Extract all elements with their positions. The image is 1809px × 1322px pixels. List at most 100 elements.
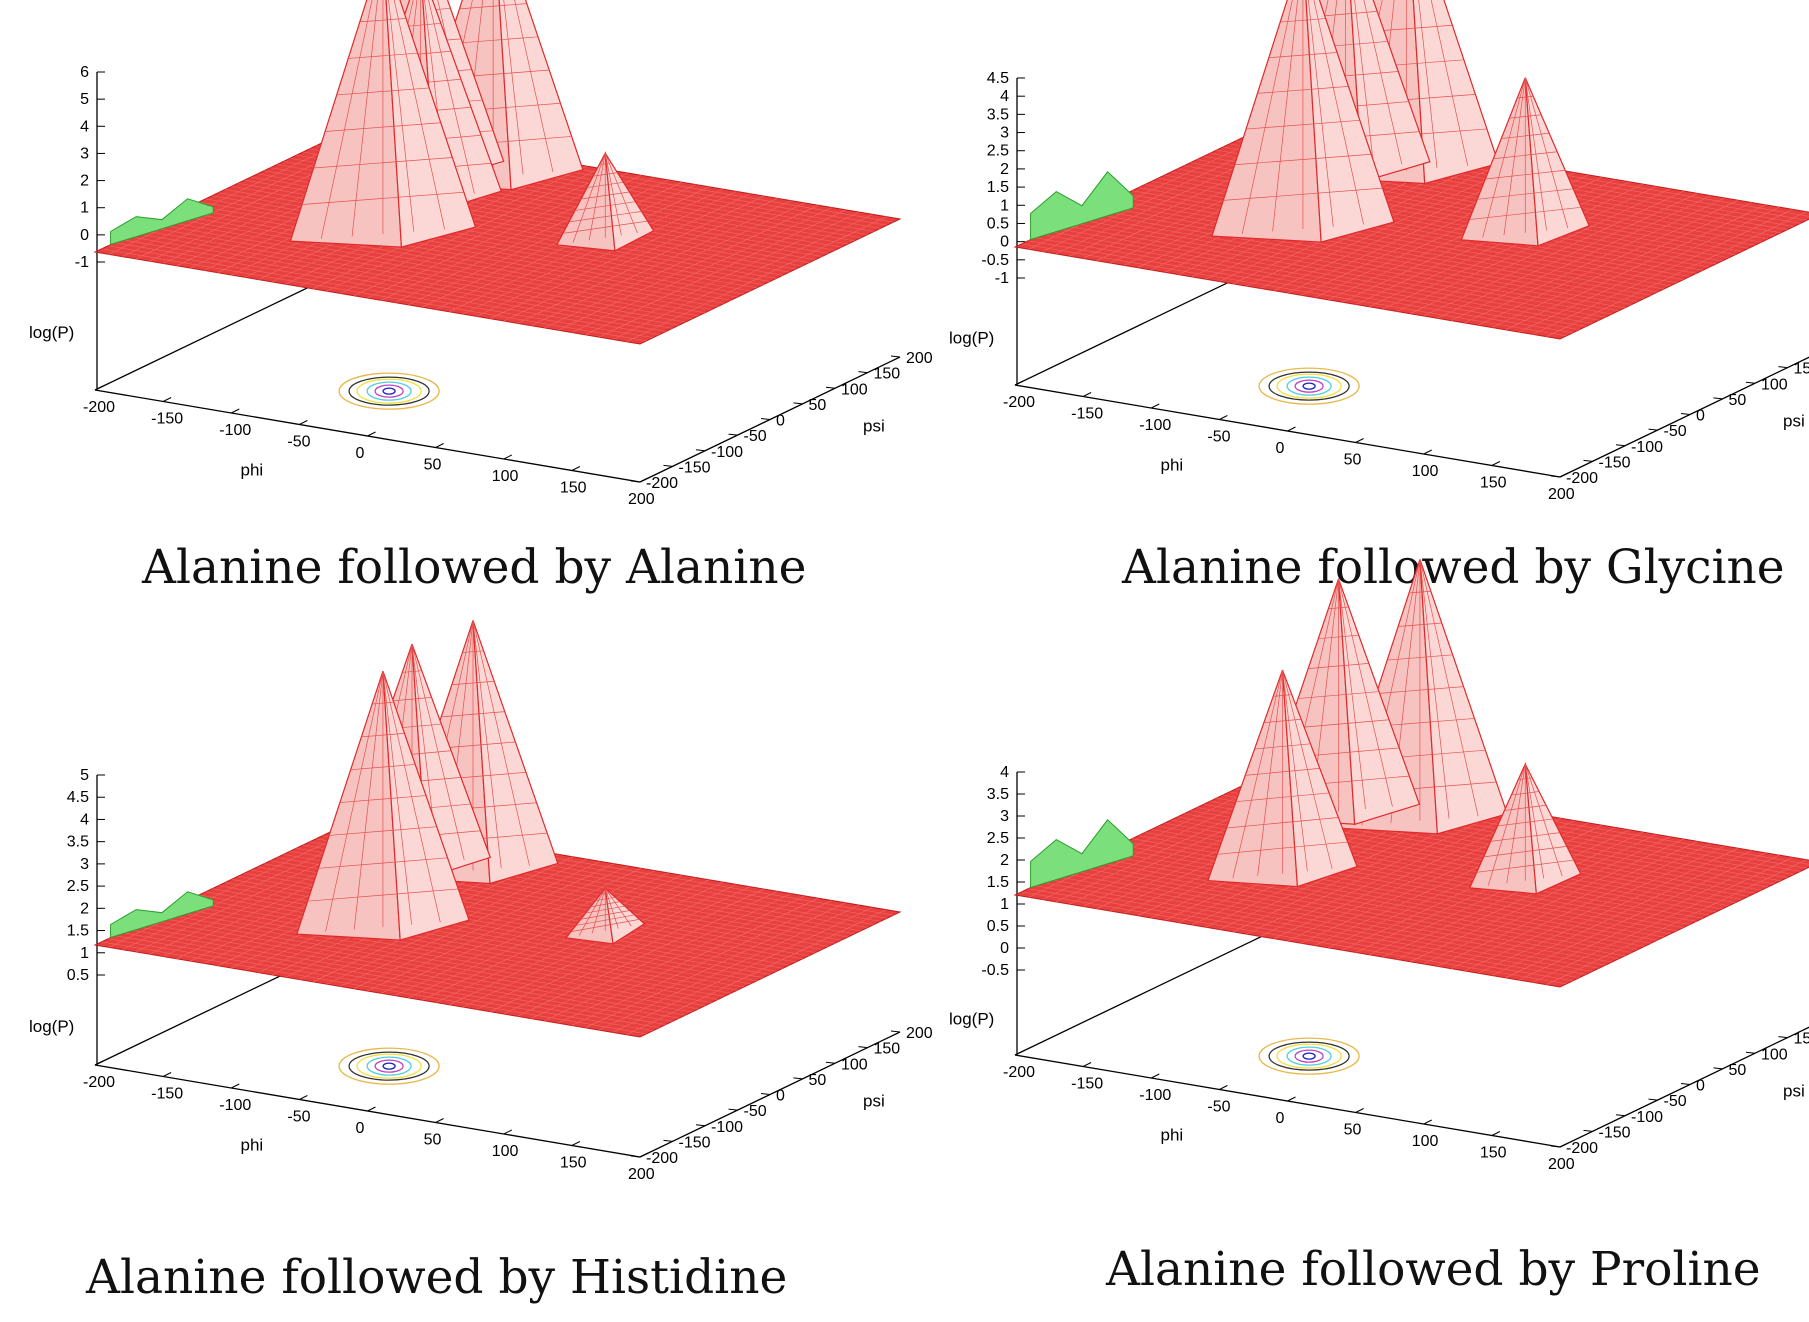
- peak-mesh-line: [1418, 0, 1438, 169]
- phi-tick-label: -100: [219, 422, 251, 439]
- peak-mesh-line: [1419, 559, 1479, 817]
- mesh-line: [449, 879, 710, 1006]
- phi-tick: [94, 1060, 104, 1066]
- phi-tick: [367, 431, 376, 437]
- psi-tick: [630, 1155, 641, 1158]
- contour-line: [382, 1062, 396, 1070]
- psi-tick: [695, 1124, 706, 1127]
- mesh-line: [1437, 193, 1698, 319]
- psi-tick: [1583, 1129, 1593, 1132]
- z-tick-label: 0.5: [67, 967, 89, 984]
- phi-tick-label: 50: [424, 1132, 442, 1149]
- psi-tick: [1745, 1051, 1756, 1054]
- edge-strip: [110, 198, 214, 246]
- contour-line: [1276, 373, 1342, 399]
- phi-tick: [1423, 449, 1432, 455]
- psi-tick: [1615, 1114, 1626, 1117]
- mesh-line: [1491, 202, 1753, 328]
- z-tick-label: 5: [80, 767, 89, 784]
- peak-mesh-line: [320, 0, 373, 239]
- phi-tick-label: -200: [1003, 1064, 1035, 1081]
- phi-tick: [367, 1106, 376, 1112]
- mesh-line: [585, 209, 846, 336]
- back-axis: [1014, 929, 1276, 1056]
- mesh-line: [517, 198, 778, 324]
- mesh-line: [476, 191, 737, 317]
- phi-tick-label: -50: [287, 434, 310, 451]
- z-tick-label: 3: [1000, 808, 1009, 825]
- psi-tick-label: 100: [841, 1056, 868, 1073]
- peak-mesh-line: [472, 620, 530, 866]
- contour-line: [348, 376, 430, 406]
- mesh-line: [1546, 211, 1807, 337]
- z-tick-label: 2: [80, 900, 89, 917]
- phi-tick-label: -50: [287, 1109, 310, 1126]
- phi-tick-label: 200: [1548, 486, 1575, 503]
- psi-tick-label: 100: [1761, 376, 1788, 393]
- peak-mesh-line: [1338, 578, 1366, 809]
- psi-tick-label: 200: [906, 350, 933, 367]
- psi-tick: [890, 355, 901, 358]
- chart-panel-3: -200 -150 -100 -50 0 50 100 150 200 -200 -150 -100-…: [0, 620, 933, 1322]
- peak-mesh-line: [1487, 763, 1526, 886]
- peak-mesh-line: [1354, 0, 1375, 167]
- peak-mesh-line: [503, 0, 524, 175]
- phi-tick: [94, 385, 104, 391]
- peak-mesh-line: [604, 153, 638, 234]
- psi-tick-label: -100: [711, 1119, 743, 1136]
- psi-tick: [760, 1093, 771, 1095]
- peaks: [296, 620, 646, 945]
- mesh-line: [1355, 827, 1616, 953]
- z-axis-label: log(P): [949, 329, 994, 348]
- psi-tick: [1615, 444, 1626, 447]
- contour-line: [1294, 1049, 1324, 1063]
- phi-tick-label: -100: [1139, 417, 1171, 434]
- edge-ridge: [110, 891, 214, 939]
- phi-tick: [162, 1072, 172, 1077]
- psi-tick: [1550, 1145, 1561, 1148]
- phi-tick: [162, 397, 172, 402]
- psi-tick-label: -100: [711, 444, 743, 461]
- psi-tick: [793, 402, 803, 405]
- contour-line: [338, 1047, 440, 1085]
- psi-tick: [1680, 1083, 1691, 1085]
- phi-tick-label: -200: [83, 1074, 115, 1091]
- phi-tick-label: -150: [151, 411, 183, 428]
- contour-line: [1286, 376, 1332, 396]
- phi-tick-label: 100: [492, 1143, 519, 1160]
- z-tick-label: 4: [1000, 88, 1009, 105]
- phi-tick-label: 200: [628, 1166, 655, 1183]
- psi-tick-label: -200: [1566, 1140, 1598, 1157]
- peak-mesh-line: [588, 153, 606, 241]
- peak-mesh-line: [1338, 578, 1393, 807]
- axes: -200-150-100-50050100150200-200-150-100-…: [29, 64, 933, 508]
- psi-tick: [858, 1046, 868, 1049]
- mesh-line: [1409, 188, 1671, 314]
- z-tick-label: 3: [1000, 125, 1009, 142]
- mesh-line: [1491, 850, 1753, 976]
- peak-mesh-line: [382, 671, 441, 923]
- phi-tick: [639, 477, 649, 483]
- psi-tick-label: 150: [1794, 1031, 1809, 1048]
- psi-tick-label: 50: [809, 1072, 827, 1089]
- psi-tick: [1745, 381, 1756, 384]
- z-tick-label: 2.5: [987, 830, 1009, 847]
- phi-tick: [1151, 403, 1160, 409]
- phi-tick: [231, 408, 240, 414]
- mesh-line: [394, 870, 655, 996]
- psi-tick: [1713, 397, 1723, 400]
- mesh-line: [1464, 845, 1725, 972]
- mesh-line: [558, 897, 819, 1024]
- z-tick-label: 2: [1000, 161, 1009, 178]
- z-tick-label: 0: [1000, 940, 1009, 957]
- mesh-line: [462, 881, 724, 1008]
- phi-tick: [435, 1118, 444, 1123]
- phi-tick: [639, 1152, 649, 1158]
- z-tick-label: 4.5: [67, 789, 89, 806]
- phi-tick: [231, 1083, 240, 1089]
- surface-plot-1: -200-150-100-50050100150200-200-150-100-…: [29, 0, 933, 508]
- mesh-line: [1437, 841, 1698, 967]
- mesh-line: [1532, 857, 1793, 983]
- phi-tick: [1355, 438, 1364, 443]
- psi-tick: [825, 386, 836, 389]
